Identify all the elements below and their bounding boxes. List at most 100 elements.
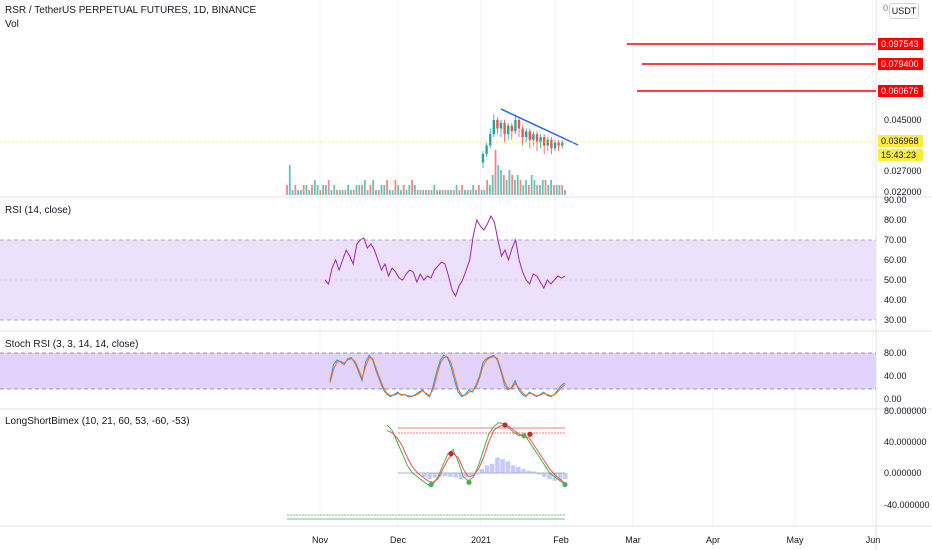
currency-selector[interactable]: USDT — [889, 3, 919, 19]
lsb-signal-dot — [502, 422, 508, 428]
time-tick: Apr — [706, 535, 720, 545]
volume-bar — [519, 180, 522, 195]
volume-bar — [288, 165, 291, 195]
volume-bar — [461, 185, 464, 195]
price-axis[interactable]: 0.045000 0.027000 0.022000 — [884, 115, 922, 197]
trendline[interactable] — [500, 108, 579, 146]
top-tick: 0. — [883, 3, 891, 13]
lsb-slow-line — [386, 424, 566, 484]
volume-bar — [552, 185, 555, 195]
lsb-signal-dot — [466, 479, 472, 485]
price-tick: 0.045000 — [884, 115, 922, 125]
volume-bar — [430, 190, 433, 195]
volume-bar — [366, 190, 369, 195]
volume-bar — [441, 190, 444, 195]
volume-bar — [372, 180, 375, 195]
lsb-tick: 40.000000 — [884, 437, 927, 447]
lsb-hist-bar — [401, 473, 406, 474]
lsb-signal-dot — [562, 482, 568, 488]
price-label: 0.036968 — [881, 136, 919, 146]
stoch-title: Stoch RSI (3, 3, 14, 14, close) — [5, 339, 139, 350]
volume-bar — [316, 185, 319, 195]
volume-bar — [408, 185, 411, 195]
candle-body — [514, 120, 517, 132]
lsb-hist-bar — [469, 473, 474, 476]
volume-bar — [380, 185, 383, 195]
lsb-signal-dot — [527, 431, 533, 437]
volume-bar — [455, 185, 458, 195]
volume-bar — [527, 185, 530, 195]
lsb-signal-dot — [521, 433, 527, 439]
stoch-tick: 80.00 — [884, 348, 907, 358]
price-label-box — [878, 149, 923, 161]
lsb-hist-bar — [547, 473, 552, 480]
volume-bar — [338, 190, 341, 195]
lsb-hist-bar — [500, 459, 505, 473]
rsi-line — [324, 214, 566, 298]
volume-bar — [394, 180, 397, 195]
lsb-hist-bar — [542, 473, 547, 477]
volume-bars — [286, 150, 566, 195]
volume-bar — [505, 180, 508, 195]
lsb-signal-dot — [448, 451, 454, 457]
volume-bar — [405, 190, 408, 195]
lsb-hist-bar — [474, 473, 479, 475]
volume-bar — [352, 190, 355, 195]
stoch-d-line — [329, 356, 566, 397]
volume-bar — [361, 185, 363, 195]
volume-bar — [480, 190, 483, 195]
candle-body — [546, 139, 549, 146]
volume-bar — [483, 190, 486, 195]
lsb-hist-bar — [396, 473, 401, 474]
lsb-hist-bar — [521, 469, 526, 473]
lsb-hist-bar — [463, 473, 469, 477]
volume-bar — [425, 190, 427, 195]
stoch-tick: 40.00 — [884, 371, 907, 381]
candle-body — [503, 122, 506, 135]
price-label: 0.079400 — [881, 59, 919, 69]
lsb-hist-bar — [531, 471, 537, 473]
volume-bar — [347, 185, 350, 195]
volume-bar — [525, 180, 527, 195]
volume-bar — [350, 190, 352, 195]
price-label-box — [878, 135, 923, 147]
volume-bar — [311, 185, 313, 195]
volume-bar — [436, 190, 439, 195]
volume-bar — [444, 190, 447, 195]
time-tick: Mar — [625, 535, 641, 545]
lsb-tick: 0.000000 — [884, 468, 922, 478]
volume-bar — [491, 175, 494, 195]
volume-bar — [494, 150, 497, 195]
volume-bar — [377, 190, 380, 195]
volume-bar — [388, 190, 391, 195]
volume-bar — [558, 185, 561, 195]
candle-body — [561, 142, 564, 146]
candle-body — [553, 142, 557, 149]
time-tick: Dec — [390, 535, 407, 545]
volume-bar — [363, 180, 366, 195]
volume-bar — [422, 190, 425, 195]
volume-bar — [500, 170, 502, 195]
volume-bar — [300, 190, 302, 195]
time-axis[interactable]: Nov Dec 2021 Feb Mar Apr May Jun — [312, 535, 880, 545]
time-tick: 2021 — [471, 535, 491, 545]
lsb-axis: 80.000000 40.000000 0.000000 -40.000000 — [884, 406, 930, 510]
price-tick: 0.027000 — [884, 166, 922, 176]
volume-bar — [327, 180, 330, 195]
volume-bar — [286, 185, 288, 195]
volume-bar — [305, 185, 308, 195]
chart-title: RSR / TetherUS PERPETUAL FUTURES, 1D, BI… — [5, 5, 257, 16]
volume-bar — [502, 175, 505, 195]
lsb-hist-bar — [448, 473, 453, 477]
candlesticks — [481, 114, 564, 169]
stoch-tick: 0.00 — [884, 394, 902, 404]
price-tick: 0.022000 — [884, 187, 922, 197]
volume-bar — [489, 185, 491, 195]
volume-bar — [400, 190, 402, 195]
horizontal-levels[interactable] — [627, 43, 876, 92]
volume-bar — [464, 190, 466, 195]
price-label-box — [878, 85, 923, 97]
volume-bar — [358, 185, 361, 195]
volume-bar — [472, 185, 475, 195]
